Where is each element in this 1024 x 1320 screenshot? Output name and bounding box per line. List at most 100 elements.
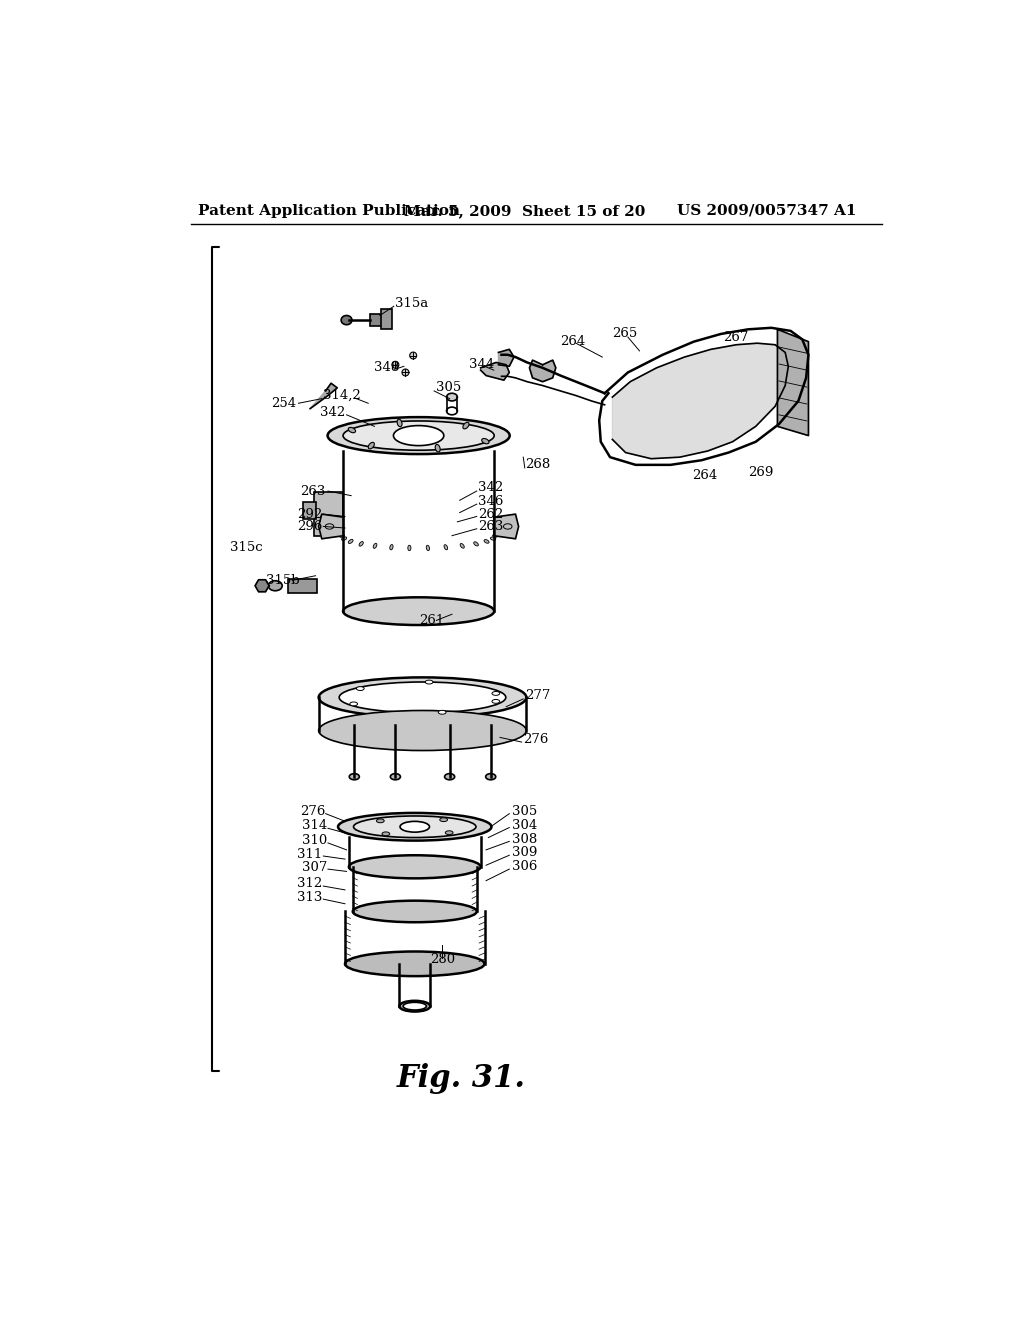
Ellipse shape [353,816,476,837]
Ellipse shape [492,700,500,704]
Text: 262: 262 [478,508,504,520]
Ellipse shape [492,692,500,696]
Bar [288,578,317,593]
Ellipse shape [369,442,375,449]
Ellipse shape [446,393,458,401]
Text: 296: 296 [297,520,323,533]
Polygon shape [255,579,269,591]
Ellipse shape [343,421,495,450]
Ellipse shape [348,540,353,544]
Ellipse shape [345,952,484,977]
Text: 307: 307 [302,861,328,874]
Text: 304: 304 [512,818,537,832]
Bar [370,314,387,326]
Ellipse shape [403,1002,426,1010]
Ellipse shape [490,537,496,540]
Ellipse shape [439,818,447,821]
Text: Mar. 5, 2009  Sheet 15 of 20: Mar. 5, 2009 Sheet 15 of 20 [404,203,645,218]
Text: 308: 308 [512,833,537,846]
Ellipse shape [463,422,469,429]
Ellipse shape [474,541,478,546]
Bar [381,309,391,330]
Ellipse shape [349,855,480,878]
Text: 276: 276 [523,733,549,746]
Ellipse shape [485,774,496,780]
Ellipse shape [382,832,390,836]
Ellipse shape [339,535,345,537]
Polygon shape [318,515,343,539]
Text: 344: 344 [469,358,495,371]
Polygon shape [529,360,556,381]
Ellipse shape [410,352,417,359]
Ellipse shape [390,545,393,550]
Text: 280: 280 [430,953,456,966]
Text: 309: 309 [512,846,537,859]
Ellipse shape [481,438,489,444]
Ellipse shape [400,821,429,832]
Ellipse shape [484,540,489,544]
Text: 306: 306 [512,861,537,874]
Ellipse shape [390,774,400,780]
Text: 312: 312 [297,878,323,890]
Ellipse shape [343,597,495,626]
Text: 305: 305 [512,805,537,818]
Text: 314,2: 314,2 [324,389,361,403]
Text: 269: 269 [748,466,773,479]
Ellipse shape [402,370,409,376]
Ellipse shape [444,774,455,780]
Ellipse shape [342,537,347,540]
Ellipse shape [425,680,433,684]
Text: 310: 310 [302,834,328,847]
Ellipse shape [352,900,477,923]
Ellipse shape [435,445,440,451]
Ellipse shape [493,535,498,537]
Text: 265: 265 [612,327,638,341]
Text: 313: 313 [297,891,323,904]
Text: 276: 276 [300,805,326,818]
Polygon shape [612,343,788,459]
Ellipse shape [359,541,364,546]
Ellipse shape [444,545,447,549]
Ellipse shape [399,1001,430,1011]
Ellipse shape [341,315,352,325]
Text: 268: 268 [524,458,550,471]
Text: 277: 277 [524,689,550,702]
Ellipse shape [460,544,464,548]
Ellipse shape [438,710,446,714]
Text: 263: 263 [478,520,504,533]
Text: 348: 348 [375,362,399,375]
Ellipse shape [377,818,384,822]
Text: 315a: 315a [395,297,429,310]
Text: 314: 314 [302,820,328,833]
Ellipse shape [318,710,526,751]
Text: 263: 263 [300,484,326,498]
Ellipse shape [318,677,526,718]
Bar [314,492,343,536]
Polygon shape [480,363,509,380]
Ellipse shape [445,830,453,834]
Bar [303,502,315,519]
Text: 264: 264 [692,469,718,482]
Ellipse shape [350,702,357,706]
Text: 292: 292 [297,508,323,520]
Polygon shape [499,350,514,367]
Ellipse shape [338,813,492,841]
Ellipse shape [408,545,411,550]
Text: Fig. 31.: Fig. 31. [396,1063,525,1094]
Ellipse shape [348,428,355,433]
Ellipse shape [426,545,429,550]
Text: 342: 342 [321,407,345,418]
Polygon shape [494,515,518,539]
Ellipse shape [392,362,399,368]
Ellipse shape [373,544,377,548]
Text: 267: 267 [723,330,749,343]
Text: 342: 342 [478,482,504,495]
Text: 254: 254 [271,397,297,409]
Text: 315b: 315b [266,574,300,587]
Ellipse shape [268,581,283,591]
Ellipse shape [393,425,443,446]
Ellipse shape [349,774,359,780]
Ellipse shape [397,420,402,426]
Text: 261: 261 [419,614,443,627]
Text: 311: 311 [297,847,323,861]
